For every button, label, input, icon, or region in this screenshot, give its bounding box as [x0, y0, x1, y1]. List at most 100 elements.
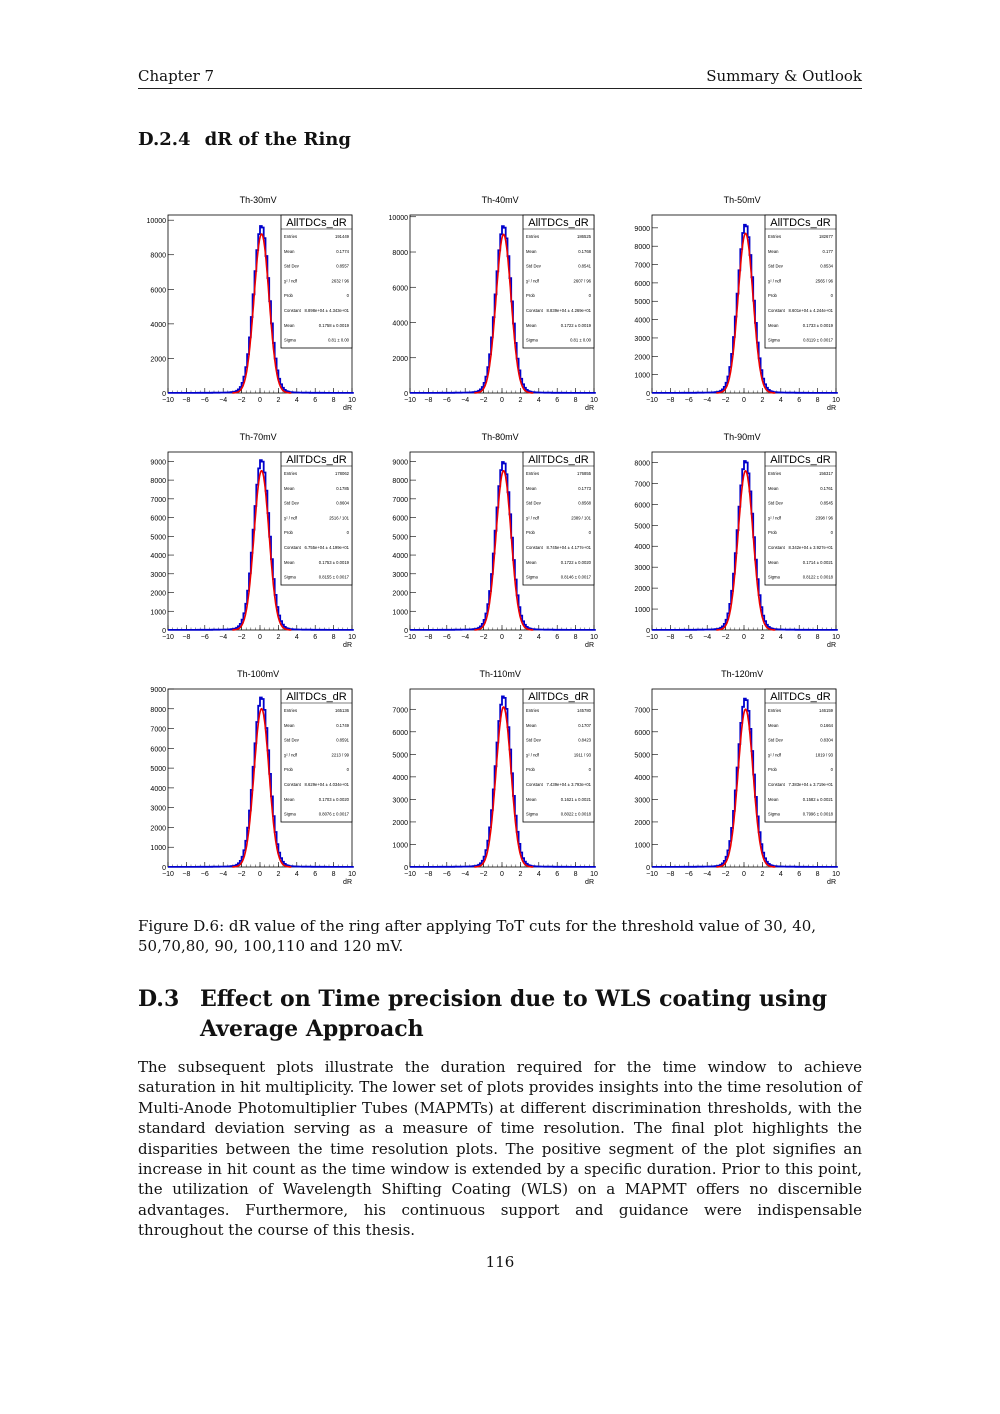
gaussian-fit-curve: [474, 233, 534, 394]
x-tick-label: 8: [816, 871, 820, 878]
gaussian-fit-curve: [232, 233, 292, 394]
stat-value: 2213 / 99: [332, 752, 350, 757]
plot-title: Th-50mV: [724, 195, 761, 205]
stat-value: 0: [347, 530, 350, 535]
histogram-svg: Th-70mV010002000300040005000600070008000…: [150, 432, 356, 649]
x-tick-label: −8: [666, 397, 674, 404]
y-tick-label: 0: [646, 628, 650, 635]
y-tick-label: 7000: [634, 707, 650, 714]
stat-value: 0.8541: [578, 264, 591, 269]
x-tick-label: −8: [424, 634, 432, 641]
stat-label: Std Dev: [284, 501, 300, 506]
y-tick-label: 2000: [150, 825, 166, 832]
stat-label: Mean: [526, 486, 537, 491]
gaussian-fit-curve: [474, 470, 534, 631]
stat-value: 0: [831, 530, 834, 535]
x-tick-label: 2: [276, 871, 280, 878]
x-tick-label: 2: [518, 634, 522, 641]
stat-value: 0.1707: [578, 723, 591, 728]
x-tick-label: 6: [313, 397, 317, 404]
x-axis-label: dR: [343, 405, 352, 412]
stat-value: 0.8022 ± 0.0018: [561, 812, 592, 817]
x-axis-label: dR: [827, 879, 836, 886]
stat-label: Constant: [768, 545, 786, 550]
subsection-number: D.2.4: [138, 129, 191, 150]
stat-value: 0.81 ± 0.00: [570, 338, 592, 343]
stat-label: Mean: [768, 249, 779, 254]
x-axis-label: dR: [585, 879, 594, 886]
x-tick-label: 0: [258, 634, 262, 641]
x-tick-label: −6: [685, 871, 693, 878]
y-tick-label: 0: [646, 865, 650, 872]
stat-value: 0.1774: [336, 249, 349, 254]
stats-box-title: AllTDCs_dR: [528, 691, 589, 703]
stat-label: Prob: [768, 767, 778, 772]
y-tick-label: 4000: [634, 544, 650, 551]
y-tick-label: 8000: [150, 253, 166, 260]
stat-value: 165136: [335, 708, 350, 713]
stat-value: 182677: [819, 234, 834, 239]
stat-label: Mean: [768, 323, 779, 328]
stat-value: 2516 / 101: [329, 515, 349, 520]
y-tick-label: 3000: [150, 806, 166, 813]
x-tick-label: 0: [500, 397, 504, 404]
x-tick-label: 8: [816, 397, 820, 404]
y-tick-label: 3000: [150, 572, 166, 579]
x-tick-label: 10: [348, 871, 356, 878]
stats-box: [764, 451, 837, 586]
stat-value: 0: [347, 767, 350, 772]
x-tick-label: 4: [295, 871, 299, 878]
y-tick-label: 1000: [392, 842, 408, 849]
x-tick-label: −10: [646, 634, 658, 641]
stat-label: Prob: [284, 767, 294, 772]
data-histogram: [652, 460, 838, 631]
plot-title: Th-90mV: [724, 432, 761, 442]
subsection-heading: D.2.4 dR of the Ring: [138, 129, 365, 150]
x-tick-label: −2: [722, 397, 730, 404]
stat-label: Mean: [768, 486, 779, 491]
x-tick-label: 2: [518, 397, 522, 404]
stat-value: 8.745e+04 ± 4.177e+01: [547, 545, 592, 550]
x-tick-label: 8: [332, 397, 336, 404]
stat-label: Std Dev: [526, 738, 542, 743]
x-tick-label: −4: [461, 634, 469, 641]
y-tick-label: 5000: [634, 523, 650, 530]
x-axis-label: dR: [343, 879, 352, 886]
y-tick-label: 6000: [150, 516, 166, 523]
y-tick-label: 10000: [147, 218, 167, 225]
histogram-svg: Th-120mV01000200030004000500060007000−10…: [634, 669, 840, 886]
stat-value: 0.7996 ± 0.0018: [803, 812, 834, 817]
stat-value: 0.81 ± 0.00: [328, 338, 350, 343]
x-tick-label: 6: [313, 634, 317, 641]
x-tick-label: 8: [574, 397, 578, 404]
stat-label: Constant: [526, 545, 544, 550]
histogram-svg: Th-40mV 0 2000 4000 6000 8000 10000 −10 −8 −6 −4 −2…: [389, 195, 598, 412]
plot-title: Th-30mV: [240, 195, 277, 205]
y-tick-label: 4000: [392, 775, 408, 782]
histogram-svg: Th-50mV010002000300040005000600070008000…: [634, 195, 840, 412]
y-tick-label: 4000: [392, 321, 408, 328]
x-tick-label: 4: [537, 397, 541, 404]
stat-label: Mean: [526, 797, 537, 802]
stat-value: 0.1722 ± 0.0019: [561, 323, 592, 328]
y-tick-label: 2000: [634, 354, 650, 361]
y-tick-label: 2000: [634, 820, 650, 827]
plot-title: Th-80mV: [482, 432, 519, 442]
y-tick-label: 7000: [634, 481, 650, 488]
stat-label: Sigma: [526, 338, 539, 343]
x-tick-label: 4: [779, 871, 783, 878]
stat-label: Constant: [284, 782, 302, 787]
stats-box: [280, 451, 353, 586]
stat-value: 191449: [335, 234, 350, 239]
stat-label: Mean: [284, 797, 295, 802]
x-tick-label: 0: [258, 397, 262, 404]
y-tick-label: 4000: [150, 322, 166, 329]
y-tick-label: 6000: [150, 287, 166, 294]
stat-label: Prob: [284, 293, 294, 298]
stat-label: Constant: [284, 545, 302, 550]
stat-label: Constant: [526, 308, 544, 313]
y-tick-label: 7000: [392, 497, 408, 504]
x-tick-label: −10: [646, 397, 658, 404]
stat-label: Mean: [284, 723, 295, 728]
